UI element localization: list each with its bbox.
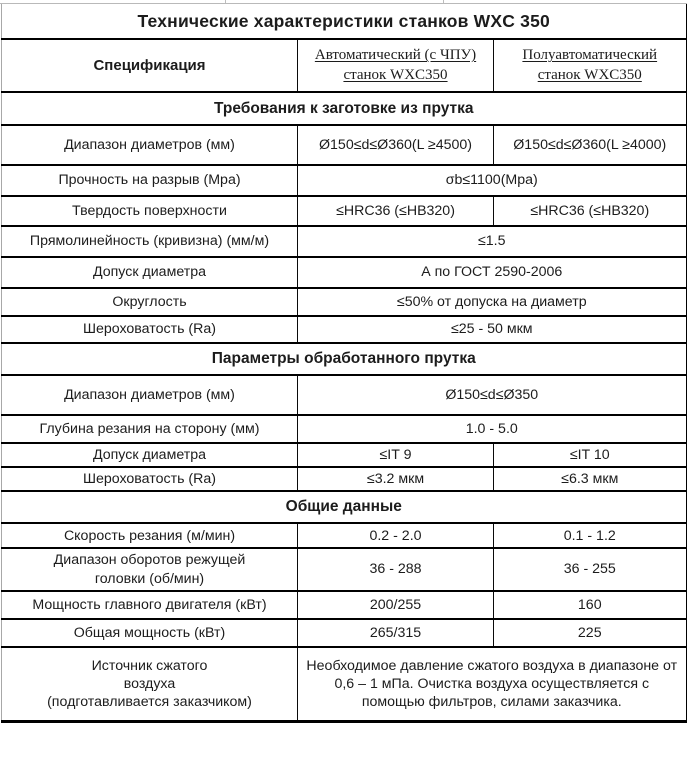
spec-label-cell: Шероховатость (Ra): [1, 466, 298, 493]
spec-value-cell-automatic: ≤IT 9: [297, 441, 494, 469]
spec-label-cell: Мощность главного двигателя (кВт): [1, 589, 298, 620]
spec-label-cell: Диапазон диаметров (мм): [1, 374, 298, 416]
spec-value-span-cell: ≤50% от допуска на диаметр: [296, 287, 687, 317]
spec-value-cell-semiautomatic: 160: [492, 589, 687, 620]
section-header: Общие данные: [0, 490, 687, 525]
spec-value-cell-semiautomatic: ≤HRC36 (≤HB320): [492, 195, 687, 227]
spec-value-span-cell: Ø150≤d≤Ø350: [296, 374, 687, 416]
spec-value-cell-semiautomatic: 225: [492, 617, 687, 648]
spec-label-cell: Диапазон оборотов режущей головки (об/ми…: [1, 547, 298, 592]
spec-label-cell: Твердость поверхности: [1, 195, 298, 227]
cell-border-tick: [225, 0, 226, 3]
spec-value-cell-automatic: 265/315: [297, 617, 494, 648]
spec-value-span-cell: А по ГОСТ 2590-2006: [296, 256, 687, 289]
spec-label-cell: Глубина резания на сторону (мм): [1, 414, 298, 444]
spec-value-cell-semiautomatic: ≤6.3 мкм: [492, 466, 687, 493]
spec-value-cell-automatic: ≤3.2 мкм: [297, 466, 494, 493]
spec-label-cell: Округлость: [1, 287, 298, 317]
table-title: Технические характеристики станков WXC 3…: [0, 4, 687, 40]
machine-link-automatic[interactable]: Автоматический (с ЧПУ) станок WXC350: [297, 38, 494, 93]
spec-value-cell-semiautomatic: 0.1 - 1.2: [492, 522, 687, 550]
spec-value-cell-automatic: 0.2 - 2.0: [297, 522, 494, 550]
spec-value-cell-automatic: 200/255: [297, 589, 494, 620]
spec-value-cell-semiautomatic: Ø150≤d≤Ø360(L ≥4000): [492, 124, 687, 166]
section-header: Требования к заготовке из прутка: [0, 91, 687, 126]
spec-label-cell: Скорость резания (м/мин): [1, 522, 298, 550]
spec-label-cell: Шероховатость (Ra): [1, 315, 298, 344]
spec-value-span-cell: 1.0 - 5.0: [296, 414, 687, 444]
spec-label-cell: Общая мощность (кВт): [1, 617, 298, 648]
specification-column-header: Спецификация: [1, 38, 298, 93]
spec-label-cell: Допуск диаметра: [1, 256, 298, 289]
spec-value-cell-automatic: ≤HRC36 (≤HB320): [297, 195, 494, 227]
spec-label-cell: Допуск диаметра: [1, 441, 298, 469]
spec-label-cell: Прямолинейность (кривизна) (мм/м): [1, 225, 298, 258]
technical-specs-table: Технические характеристики станков WXC 3…: [0, 4, 687, 724]
section-header: Параметры обработанного прутка: [0, 342, 687, 376]
spec-value-span-cell: σb≤1100(Mpa): [296, 164, 687, 197]
spec-label-cell: Диапазон диаметров (мм): [1, 124, 298, 166]
spec-value-span-cell: Необходимое давление сжатого воздуха в д…: [296, 645, 687, 724]
spec-label-cell: Прочность на разрыв (Mpa): [1, 164, 298, 197]
spec-label-cell: Источник сжатого воздуха (подготавливает…: [1, 645, 298, 724]
spec-value-cell-automatic: 36 - 288: [297, 547, 494, 592]
spec-value-cell-semiautomatic: 36 - 255: [492, 547, 687, 592]
spec-value-span-cell: ≤1.5: [296, 225, 687, 258]
spec-value-cell-semiautomatic: ≤IT 10: [492, 441, 687, 469]
spec-value-cell-automatic: Ø150≤d≤Ø360(L ≥4500): [297, 124, 494, 166]
cropped-row-above: [0, 0, 687, 4]
spec-value-span-cell: ≤25 - 50 мкм: [296, 315, 687, 344]
machine-link-semiautomatic[interactable]: Полуавтоматический станок WXC350: [492, 38, 687, 93]
cell-border-tick: [443, 0, 444, 3]
